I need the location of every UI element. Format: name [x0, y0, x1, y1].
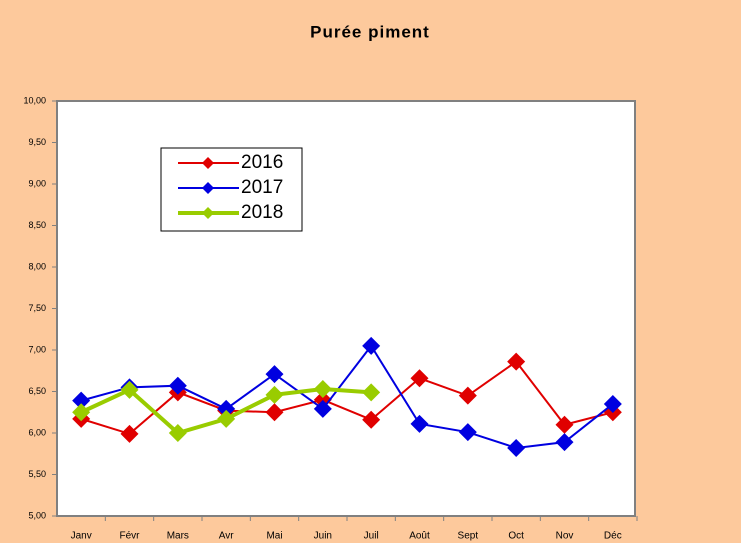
y-tick-label: 8,00: [28, 261, 46, 271]
legend-label: 2018: [241, 202, 283, 223]
x-tick-label: Nov: [556, 531, 574, 542]
plot-area: [56, 100, 636, 517]
series-line: [80, 360, 614, 435]
chart-title: Purée piment: [310, 22, 430, 41]
point: [362, 336, 381, 355]
point: [555, 433, 574, 452]
point: [362, 383, 381, 402]
x-tick-label: Avr: [219, 531, 234, 542]
y-tick-label: 5,50: [28, 469, 46, 479]
x-tick-label: Juin: [314, 531, 332, 542]
x-tick-label: Déc: [604, 531, 622, 542]
point: [217, 409, 236, 428]
point: [458, 423, 477, 442]
point: [72, 403, 91, 422]
point: [168, 424, 187, 442]
point: [603, 394, 622, 413]
point: [410, 369, 429, 388]
point: [265, 403, 284, 422]
point: [362, 410, 381, 429]
y-tick-label: 7,00: [28, 344, 46, 354]
legend-label: 2016: [241, 152, 283, 173]
legend-label: 2017: [241, 177, 283, 198]
y-tick-label: 9,00: [28, 178, 46, 188]
legend-marker: [202, 182, 214, 194]
legend-marker: [202, 157, 214, 169]
x-tick-label: Sept: [458, 531, 479, 542]
legend-marker: [202, 207, 214, 219]
point: [217, 399, 236, 418]
x-tick-label: Juil: [364, 531, 379, 542]
y-tick-label: 7,50: [28, 303, 46, 313]
y-tick-label: 8,50: [28, 220, 46, 230]
x-tick-label: Oct: [508, 531, 524, 542]
point: [313, 399, 332, 418]
x-tick-label: Mai: [266, 531, 282, 542]
point: [507, 438, 526, 457]
x-tick-label: Mars: [167, 531, 189, 542]
point: [265, 365, 284, 384]
point: [120, 380, 139, 399]
point: [410, 414, 429, 433]
point: [555, 415, 574, 434]
x-tick-label: Août: [409, 531, 430, 542]
y-tick-label: 6,00: [28, 427, 46, 437]
y-tick-label: 9,50: [28, 137, 46, 147]
point: [507, 352, 526, 371]
y-tick-label: 10,00: [23, 95, 46, 105]
legend-box: [160, 147, 303, 232]
point: [72, 391, 91, 410]
y-tick-label: 6,50: [28, 386, 46, 396]
point: [168, 376, 187, 395]
x-tick-label: Janv: [71, 531, 92, 542]
point: [120, 424, 139, 443]
point: [265, 385, 284, 404]
y-tick-label: 5,00: [28, 510, 46, 520]
point: [458, 386, 477, 405]
point: [313, 380, 332, 399]
x-tick-label: Févr: [120, 531, 141, 542]
